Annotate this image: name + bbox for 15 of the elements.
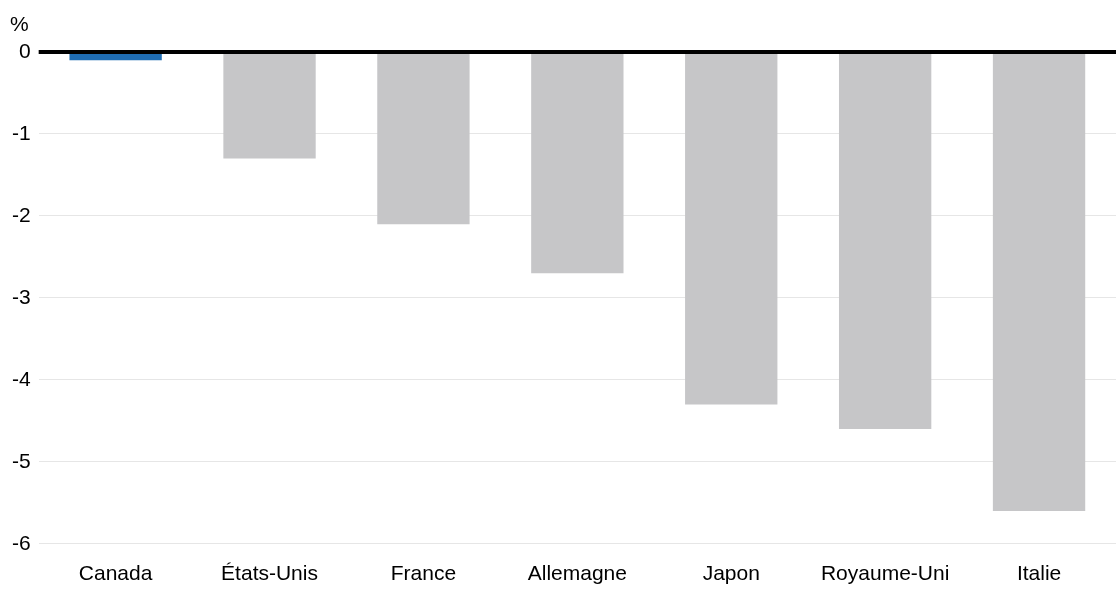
y-tick-label: -2	[11, 202, 31, 226]
y-tick-label: -4	[11, 366, 31, 390]
x-tick-label: Royaume-Uni	[820, 561, 950, 585]
y-tick-label: 0	[18, 38, 31, 62]
y-tick-label: -3	[11, 284, 31, 308]
y-tick-label: -6	[11, 530, 31, 554]
y-axis-title: %	[10, 12, 29, 36]
x-tick-label: France	[390, 561, 457, 585]
y-tick-label: -1	[11, 120, 31, 144]
x-tick-label: Canada	[78, 561, 153, 585]
x-tick-label: Italie	[1016, 561, 1062, 585]
y-tick-label: -5	[11, 448, 31, 472]
x-tick-label: Japon	[702, 561, 760, 585]
x-tick-label: Allemagne	[527, 561, 627, 585]
x-tick-label: États-Unis	[221, 561, 318, 585]
